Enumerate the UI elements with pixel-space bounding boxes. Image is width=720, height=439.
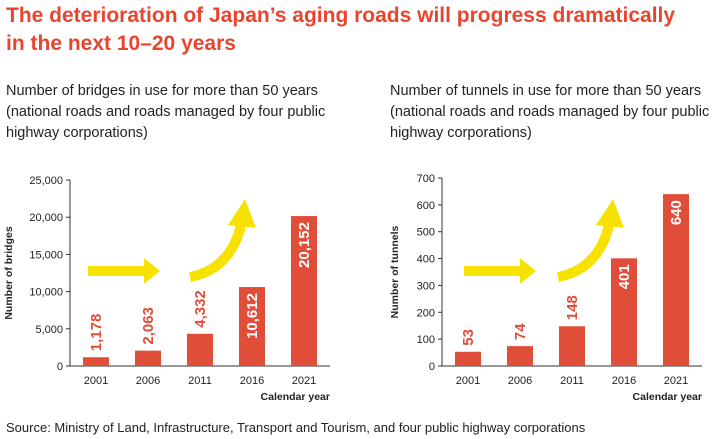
bridges-title-line-1: Number of bridges in use for more than 5… [6,83,318,99]
headline: The deterioration of Japan’s aging roads… [6,2,716,58]
bridges-y-tick-label: 0 [57,361,63,373]
tunnels-y-tick-label: 200 [417,307,435,319]
tunnels-y-tick-label: 700 [417,173,435,185]
tunnels-title-line-2: (national roads and roads managed by fou… [390,104,710,120]
bridges-bar [83,357,109,366]
tunnels-y-tick-label: 600 [417,200,435,212]
tunnels-data-label: 640 [668,200,685,225]
tunnels-title-line-3: highway corporations) [390,125,532,141]
tunnels-data-label: 53 [460,329,477,346]
bridges-data-label: 10,612 [244,293,261,339]
bridges-bar [135,350,161,366]
tunnels-bar [455,351,481,366]
bridges-chart-title: Number of bridges in use for more than 5… [6,81,336,144]
bridges-curved-arrow-head-icon [228,199,256,228]
bridges-bar [291,216,317,366]
tunnels-y-axis-title: Number of tunnels [389,225,401,318]
bridges-category-label: 2001 [84,375,108,387]
bridges-y-tick-label: 25,000 [29,175,63,187]
bridges-data-label: 4,332 [192,290,209,328]
tunnels-chart-title: Number of tunnels in use for more than 5… [390,81,720,144]
bridges-category-label: 2021 [292,375,316,387]
bridges-y-tick-label: 10,000 [29,287,63,299]
bridges-data-label: 2,063 [140,307,157,345]
bridges-y-tick-label: 20,000 [29,212,63,224]
tunnels-x-axis-title: Calendar year [633,391,702,403]
bridges-data-label: 1,178 [88,314,105,352]
tunnels-data-label: 74 [512,323,529,340]
tunnels-data-label: 148 [564,295,581,320]
tunnels-y-tick-label: 0 [429,361,435,373]
bridges-y-tick-label: 15,000 [29,249,63,261]
bridges-curved-arrow-icon [188,219,247,282]
tunnels-category-label: 2021 [664,375,688,387]
bridges-title-line-2: (national roads and roads managed by fou… [6,104,326,120]
tunnels-bar-chart: Number of tunnels 0 100 200 300 400 500 600 700 2… [389,173,702,403]
bridges-y-axis-title: Number of bridges [3,226,15,320]
tunnels-curved-arrow-head-icon [596,199,624,228]
bridges-category-label: 2016 [240,375,264,387]
tunnels-title-line-1: Number of tunnels in use for more than 5… [390,83,702,99]
tunnels-bar [559,326,585,366]
tunnels-category-label: 2011 [560,375,584,387]
source-note: Source: Ministry of Land, Infrastructure… [6,420,586,435]
bridges-data-label: 20,152 [296,222,313,268]
bridges-bar [187,333,213,366]
tunnels-data-label: 401 [616,264,633,289]
headline-line-1: The deterioration of Japan’s aging roads… [6,4,676,27]
bridges-category-label: 2011 [188,375,212,387]
headline-line-2: in the next 10–20 years [6,32,236,55]
bridges-straight-arrow-icon [88,258,160,284]
tunnels-y-tick-label: 400 [417,254,435,266]
bridges-bar-chart: Number of bridges 0 5,000 10,000 15,000 20,00… [3,175,330,403]
tunnels-category-label: 2016 [612,375,636,387]
bridges-title-line-3: highway corporations) [6,125,148,141]
bridges-category-label: 2006 [136,375,160,387]
tunnels-straight-arrow-icon [464,258,536,284]
tunnels-bar [611,258,637,366]
bridges-x-axis-title: Calendar year [261,391,330,403]
bridges-y-tick-label: 5,000 [35,324,63,336]
tunnels-category-label: 2001 [456,375,480,387]
tunnels-bar [507,346,533,366]
tunnels-curved-arrow-icon [556,219,615,282]
tunnels-y-tick-label: 500 [417,227,435,239]
tunnels-y-tick-label: 100 [417,334,435,346]
bridges-bar [239,287,265,366]
tunnels-bar [663,194,689,366]
tunnels-category-label: 2006 [508,375,532,387]
tunnels-y-tick-label: 300 [417,280,435,292]
